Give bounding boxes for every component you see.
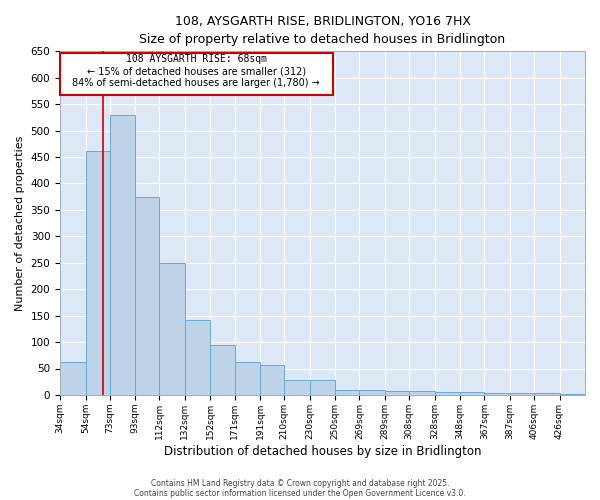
Bar xyxy=(260,365,284,395)
Bar xyxy=(510,393,534,395)
Bar xyxy=(534,394,560,395)
Bar xyxy=(110,115,135,395)
Bar xyxy=(185,320,211,395)
Bar xyxy=(359,390,385,395)
Y-axis label: Number of detached properties: Number of detached properties xyxy=(15,136,25,311)
Bar xyxy=(60,53,333,95)
Title: 108, AYSGARTH RISE, BRIDLINGTON, YO16 7HX
Size of property relative to detached : 108, AYSGARTH RISE, BRIDLINGTON, YO16 7H… xyxy=(139,15,506,46)
Text: Contains HM Land Registry data © Crown copyright and database right 2025.: Contains HM Land Registry data © Crown c… xyxy=(151,478,449,488)
Bar xyxy=(335,390,359,395)
Bar xyxy=(460,392,484,395)
X-axis label: Distribution of detached houses by size in Bridlington: Distribution of detached houses by size … xyxy=(164,444,481,458)
Bar xyxy=(135,196,160,395)
Bar xyxy=(434,392,460,395)
Bar xyxy=(560,394,585,395)
Text: 84% of semi-detached houses are larger (1,780) →: 84% of semi-detached houses are larger (… xyxy=(73,78,320,88)
Text: 108 AYSGARTH RISE: 68sqm: 108 AYSGARTH RISE: 68sqm xyxy=(126,54,267,64)
Bar xyxy=(310,380,335,395)
Bar xyxy=(235,362,260,395)
Bar xyxy=(385,390,409,395)
Bar xyxy=(60,362,86,395)
Bar xyxy=(160,263,185,395)
Bar xyxy=(409,390,434,395)
Text: Contains public sector information licensed under the Open Government Licence v3: Contains public sector information licen… xyxy=(134,488,466,498)
Bar xyxy=(284,380,310,395)
Bar xyxy=(211,344,235,395)
Bar xyxy=(86,150,110,395)
Text: ← 15% of detached houses are smaller (312): ← 15% of detached houses are smaller (31… xyxy=(87,66,306,76)
Bar xyxy=(484,393,510,395)
